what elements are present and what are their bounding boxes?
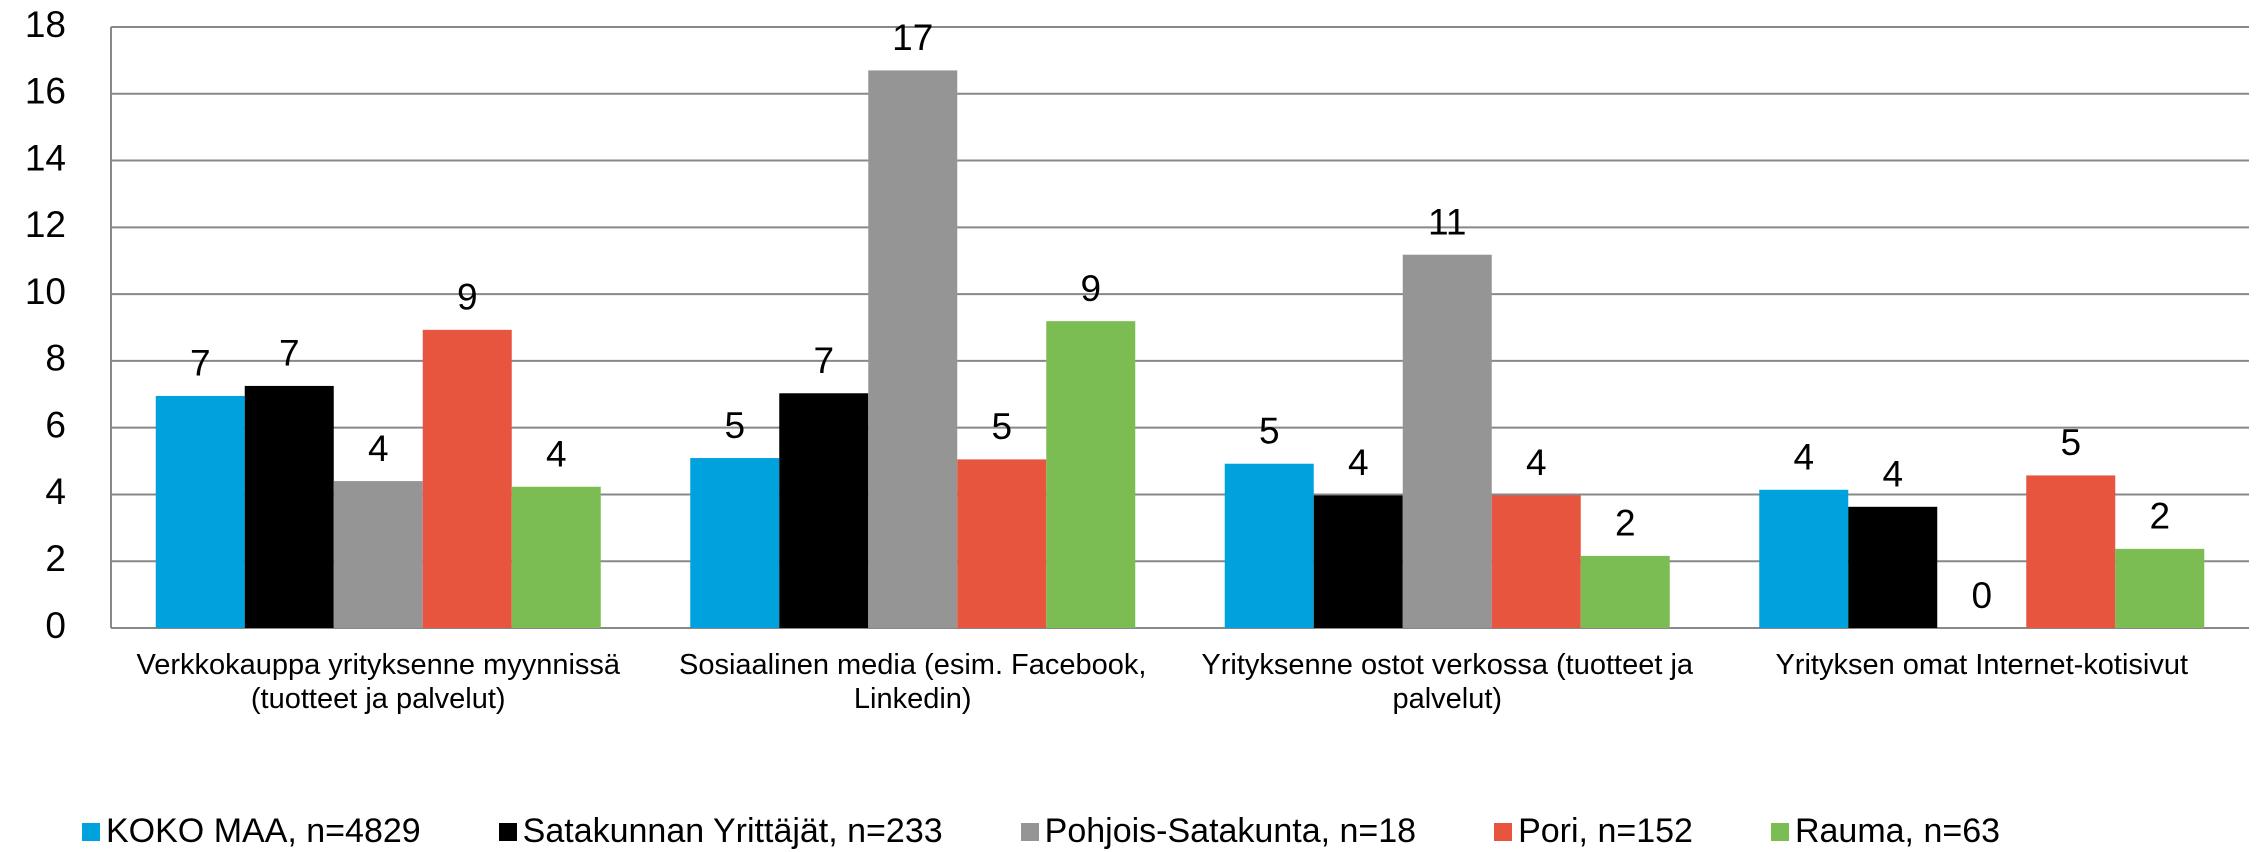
data-label: 7 xyxy=(279,333,300,374)
y-tick-label: 10 xyxy=(25,271,66,312)
bar xyxy=(1046,321,1136,628)
y-tick-label: 4 xyxy=(45,471,66,512)
bar xyxy=(1313,495,1403,628)
legend-label: Rauma, n=63 xyxy=(1794,812,2001,850)
bar xyxy=(1491,495,1581,628)
legend-item: KOKO MAA, n=4829 xyxy=(82,812,421,851)
bar xyxy=(511,486,601,628)
legend-label: KOKO MAA, n=4829 xyxy=(106,812,421,850)
data-label: 5 xyxy=(2060,422,2081,463)
legend: KOKO MAA, n=4829 Satakunnan Yrittäjät, n=… xyxy=(82,812,2078,851)
legend-label: Satakunnan Yrittäjät, n=233 xyxy=(522,812,943,850)
data-label: 7 xyxy=(190,343,211,384)
data-label: 9 xyxy=(457,277,478,318)
data-label: 5 xyxy=(724,405,745,446)
data-label: 4 xyxy=(1348,442,1369,483)
bar xyxy=(244,385,334,628)
data-label: 5 xyxy=(1259,411,1280,452)
legend-swatch xyxy=(82,822,100,841)
x-tick-label: Yrityksenne ostot verkossa (tuotteet ja … xyxy=(1201,649,1694,715)
x-tick-label: Sosiaalinen media (esim. Facebook, Linke… xyxy=(679,649,1147,715)
legend-label: Pohjois-Satakunta, n=18 xyxy=(1044,812,1417,850)
y-tick-label: 2 xyxy=(45,538,66,579)
x-tick-label: Verkkokauppa yrityksenne myynnissä (tuot… xyxy=(136,649,621,715)
bar xyxy=(1580,555,1670,628)
y-tick-label: 6 xyxy=(45,404,66,445)
legend-item: Rauma, n=63 xyxy=(1770,812,2001,851)
bar xyxy=(333,481,423,628)
data-label: 4 xyxy=(368,428,389,469)
data-label: 11 xyxy=(1428,201,1466,242)
data-label: 5 xyxy=(991,406,1012,447)
y-tick-label: 12 xyxy=(25,204,66,245)
data-label: 2 xyxy=(1615,503,1636,544)
bar xyxy=(155,395,245,628)
plot: 0 2 4 6 8 10 12 14 16 18 7 7 4 9 4 5 7 17 5 9 5 4 11 4 2 4 4 0 5 2 xyxy=(25,4,2249,646)
data-label: 9 xyxy=(1080,268,1101,309)
legend-item: Pohjois-Satakunta, n=18 xyxy=(1020,812,1417,851)
bar xyxy=(1224,463,1314,628)
y-tick-label: 18 xyxy=(25,4,66,45)
legend-item: Pori, n=152 xyxy=(1494,812,1693,851)
data-label: 4 xyxy=(1882,454,1903,495)
data-label: 2 xyxy=(2149,496,2170,537)
y-tick-label: 8 xyxy=(45,338,66,379)
data-label: 4 xyxy=(1526,442,1547,483)
bar xyxy=(1402,254,1492,628)
bar xyxy=(779,393,869,628)
bar xyxy=(957,459,1047,628)
y-tick-label: 14 xyxy=(25,137,66,178)
data-label: 0 xyxy=(1971,575,1992,616)
legend-swatch xyxy=(1494,822,1513,841)
bar xyxy=(1759,489,1849,628)
data-label: 7 xyxy=(813,340,834,381)
data-label: 4 xyxy=(546,434,567,475)
x-tick-label: Yrityksen omat Internet-kotisivut xyxy=(1775,649,2189,681)
y-tick-label: 16 xyxy=(25,71,66,112)
bar xyxy=(690,458,780,628)
bar xyxy=(868,70,958,628)
bar xyxy=(2115,548,2205,628)
legend-swatch xyxy=(1770,822,1789,841)
legend-label: Pori, n=152 xyxy=(1518,812,1693,850)
y-tick-label: 0 xyxy=(45,605,66,646)
bar xyxy=(2026,475,2116,628)
bar xyxy=(422,329,512,628)
data-label: 17 xyxy=(892,17,933,58)
bar xyxy=(1848,506,1938,628)
legend-swatch xyxy=(1020,822,1039,841)
legend-swatch xyxy=(498,822,517,841)
data-label: 4 xyxy=(1793,437,1814,478)
legend-item: Satakunnan Yrittäjät, n=233 xyxy=(498,812,943,851)
